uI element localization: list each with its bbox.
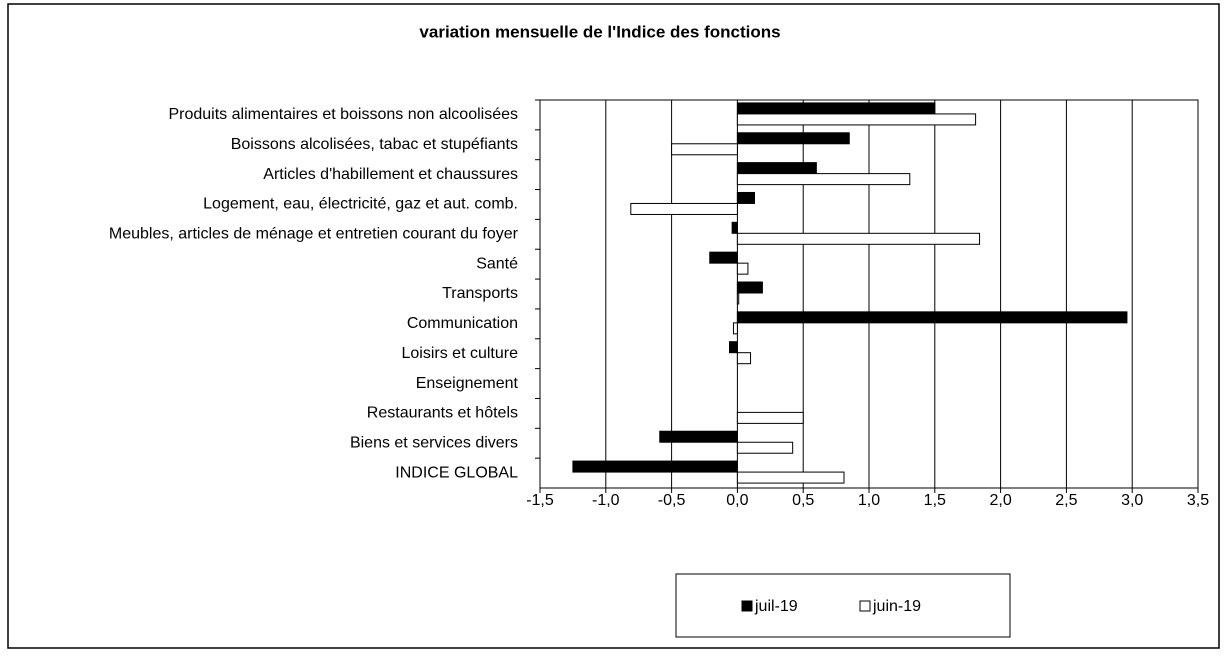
- y-tick-label: Articles d'habillement et chaussures: [263, 166, 518, 183]
- y-tick-label: Enseignement: [416, 375, 519, 392]
- legend-swatch: [859, 600, 871, 612]
- legend-box: [675, 573, 1011, 638]
- bar: [729, 341, 738, 354]
- y-tick-label: Santé: [476, 255, 518, 272]
- x-tick-label: 1,5: [924, 492, 946, 509]
- y-tick-label: Produits alimentaires et boissons non al…: [168, 106, 518, 123]
- x-tick-label: 3,5: [1187, 492, 1209, 509]
- x-tick-label: 2,0: [989, 492, 1011, 509]
- y-tick-label: Boissons alcolisées, tabac et stupéfiant…: [231, 136, 518, 153]
- bar: [736, 232, 981, 245]
- x-tick-label: 1,0: [858, 492, 880, 509]
- y-tick-label: Loisirs et culture: [402, 345, 519, 362]
- y-tick-label: Logement, eau, électricité, gaz et aut. …: [203, 196, 518, 213]
- bar: [736, 352, 752, 365]
- bar: [736, 173, 911, 186]
- x-tick-label: -1,0: [592, 492, 620, 509]
- bar: [572, 460, 738, 473]
- bar: [709, 251, 738, 264]
- bar: [736, 102, 936, 115]
- bar: [736, 191, 756, 204]
- legend-label: juin-19: [872, 598, 921, 615]
- y-tick-label: Meubles, articles de ménage et entretien…: [109, 226, 519, 243]
- bar: [659, 430, 738, 443]
- bar: [671, 143, 738, 156]
- x-tick-label: 0,5: [792, 492, 814, 509]
- bar: [731, 221, 738, 234]
- y-tick-label: INDICE GLOBAL: [395, 464, 518, 481]
- y-tick-label: Restaurants et hôtels: [367, 405, 518, 422]
- bar: [736, 441, 794, 454]
- bar: [736, 471, 845, 484]
- x-tick-label: 2,5: [1055, 492, 1077, 509]
- bar: [736, 262, 749, 275]
- bar: [732, 322, 738, 335]
- x-tick-label: -0,5: [658, 492, 686, 509]
- bar: [736, 162, 817, 175]
- y-tick-label: Transports: [442, 285, 518, 302]
- x-tick-label: -1,5: [526, 492, 554, 509]
- x-tick-label: 3,0: [1121, 492, 1143, 509]
- legend-swatch: [741, 600, 753, 612]
- x-tick-label: 0,0: [726, 492, 748, 509]
- bar: [736, 281, 763, 294]
- chart-title: variation mensuelle de l'Indice des fonc…: [419, 22, 780, 41]
- bar: [736, 132, 850, 145]
- legend-label: juil-19: [754, 598, 798, 615]
- y-tick-label: Communication: [407, 315, 518, 332]
- bar: [630, 202, 738, 215]
- bar: [736, 311, 1128, 324]
- bar: [736, 292, 740, 305]
- bar: [736, 411, 804, 424]
- bar: [736, 113, 977, 126]
- y-tick-label: Biens et services divers: [350, 434, 518, 451]
